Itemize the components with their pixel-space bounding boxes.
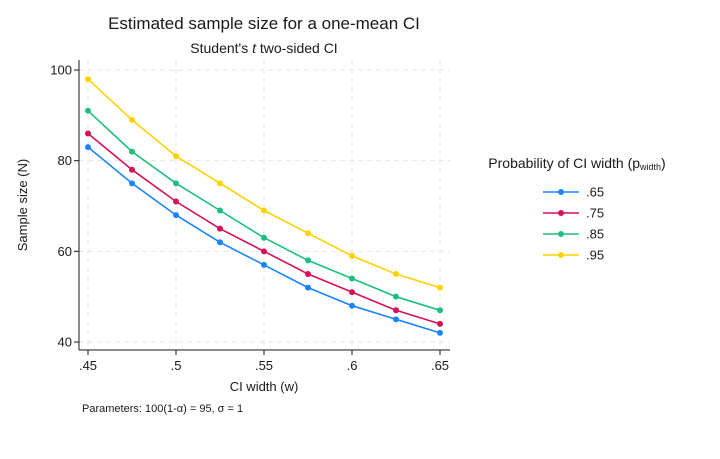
data-point	[437, 329, 443, 336]
subtitle-italic: t	[252, 40, 257, 56]
data-point	[437, 307, 443, 314]
data-point	[393, 307, 399, 314]
legend-item: .65	[543, 185, 604, 200]
data-point	[349, 275, 355, 282]
data-point	[173, 180, 179, 187]
data-point	[261, 234, 267, 241]
chart-title: Estimated sample size for a one-mean CI	[108, 14, 420, 33]
data-point	[261, 261, 267, 268]
legend-label: .65	[586, 185, 604, 200]
data-point	[305, 271, 311, 277]
data-point	[173, 198, 179, 205]
legend: .65 .75 .85 .95	[543, 185, 604, 263]
subtitle-suffix: two-sided CI	[256, 40, 338, 56]
data-point	[437, 284, 443, 291]
legend-label: .95	[586, 248, 604, 263]
data-point	[217, 239, 223, 246]
x-tick-label: .55	[255, 358, 273, 373]
legend-marker	[558, 231, 564, 237]
data-point	[393, 271, 399, 277]
legend-marker	[558, 210, 564, 216]
x-tick-label: .5	[171, 358, 182, 373]
y-tick-label: 80	[58, 153, 72, 168]
data-point	[129, 180, 135, 187]
data-point	[85, 107, 91, 114]
legend-item: .75	[543, 206, 604, 221]
y-axis-title: Sample size (N)	[15, 159, 30, 251]
data-point	[129, 166, 135, 173]
data-point	[217, 225, 223, 232]
grid-layer	[79, 60, 450, 350]
data-point	[85, 130, 91, 137]
series-85	[85, 107, 443, 314]
data-point	[393, 316, 399, 323]
legend-marker	[558, 252, 564, 258]
data-point	[129, 148, 135, 155]
x-tick-label: .45	[79, 358, 97, 373]
data-point	[349, 252, 355, 259]
data-point	[305, 284, 311, 291]
data-point	[173, 153, 179, 160]
data-point	[85, 144, 91, 151]
data-point	[349, 289, 355, 296]
y-tick-label: 60	[58, 244, 72, 259]
legend-label: .75	[586, 206, 604, 221]
legend-title-suffix: )	[661, 155, 666, 171]
y-tick-label: 40	[58, 335, 72, 350]
x-tick-label: .6	[347, 358, 358, 373]
series-layer	[85, 76, 443, 336]
data-point	[173, 212, 179, 219]
data-point	[129, 116, 135, 123]
parameters-note: Parameters: 100(1-α) = 95, σ = 1	[82, 403, 243, 415]
x-tick-label: .65	[431, 358, 449, 373]
data-point	[217, 207, 223, 214]
legend-title-subscript: width	[639, 162, 661, 172]
x-axis-title: CI width (w)	[230, 379, 299, 394]
ticks-layer: 40 60 80 100 .45 .5 .55 .6 .65	[50, 63, 449, 374]
legend-title-prefix: Probability of CI width (p	[488, 155, 640, 171]
legend-item: .95	[543, 248, 604, 263]
series-95	[85, 76, 443, 291]
data-point	[393, 293, 399, 300]
data-point	[349, 302, 355, 309]
data-point	[437, 320, 443, 327]
legend-label: .85	[586, 227, 604, 242]
y-tick-label: 100	[50, 63, 72, 78]
legend-title: Probability of CI width (pwidth)	[488, 155, 665, 172]
chart-subtitle: Student's t two-sided CI	[190, 40, 337, 56]
series-65	[85, 144, 443, 336]
series-75	[85, 130, 443, 327]
legend-item: .85	[543, 227, 604, 242]
data-point	[217, 180, 223, 187]
data-point	[85, 76, 91, 83]
data-point	[305, 230, 311, 237]
data-point	[305, 257, 311, 264]
subtitle-prefix: Student's	[190, 40, 252, 56]
legend-marker	[558, 189, 564, 195]
data-point	[261, 207, 267, 214]
data-point	[261, 248, 267, 255]
